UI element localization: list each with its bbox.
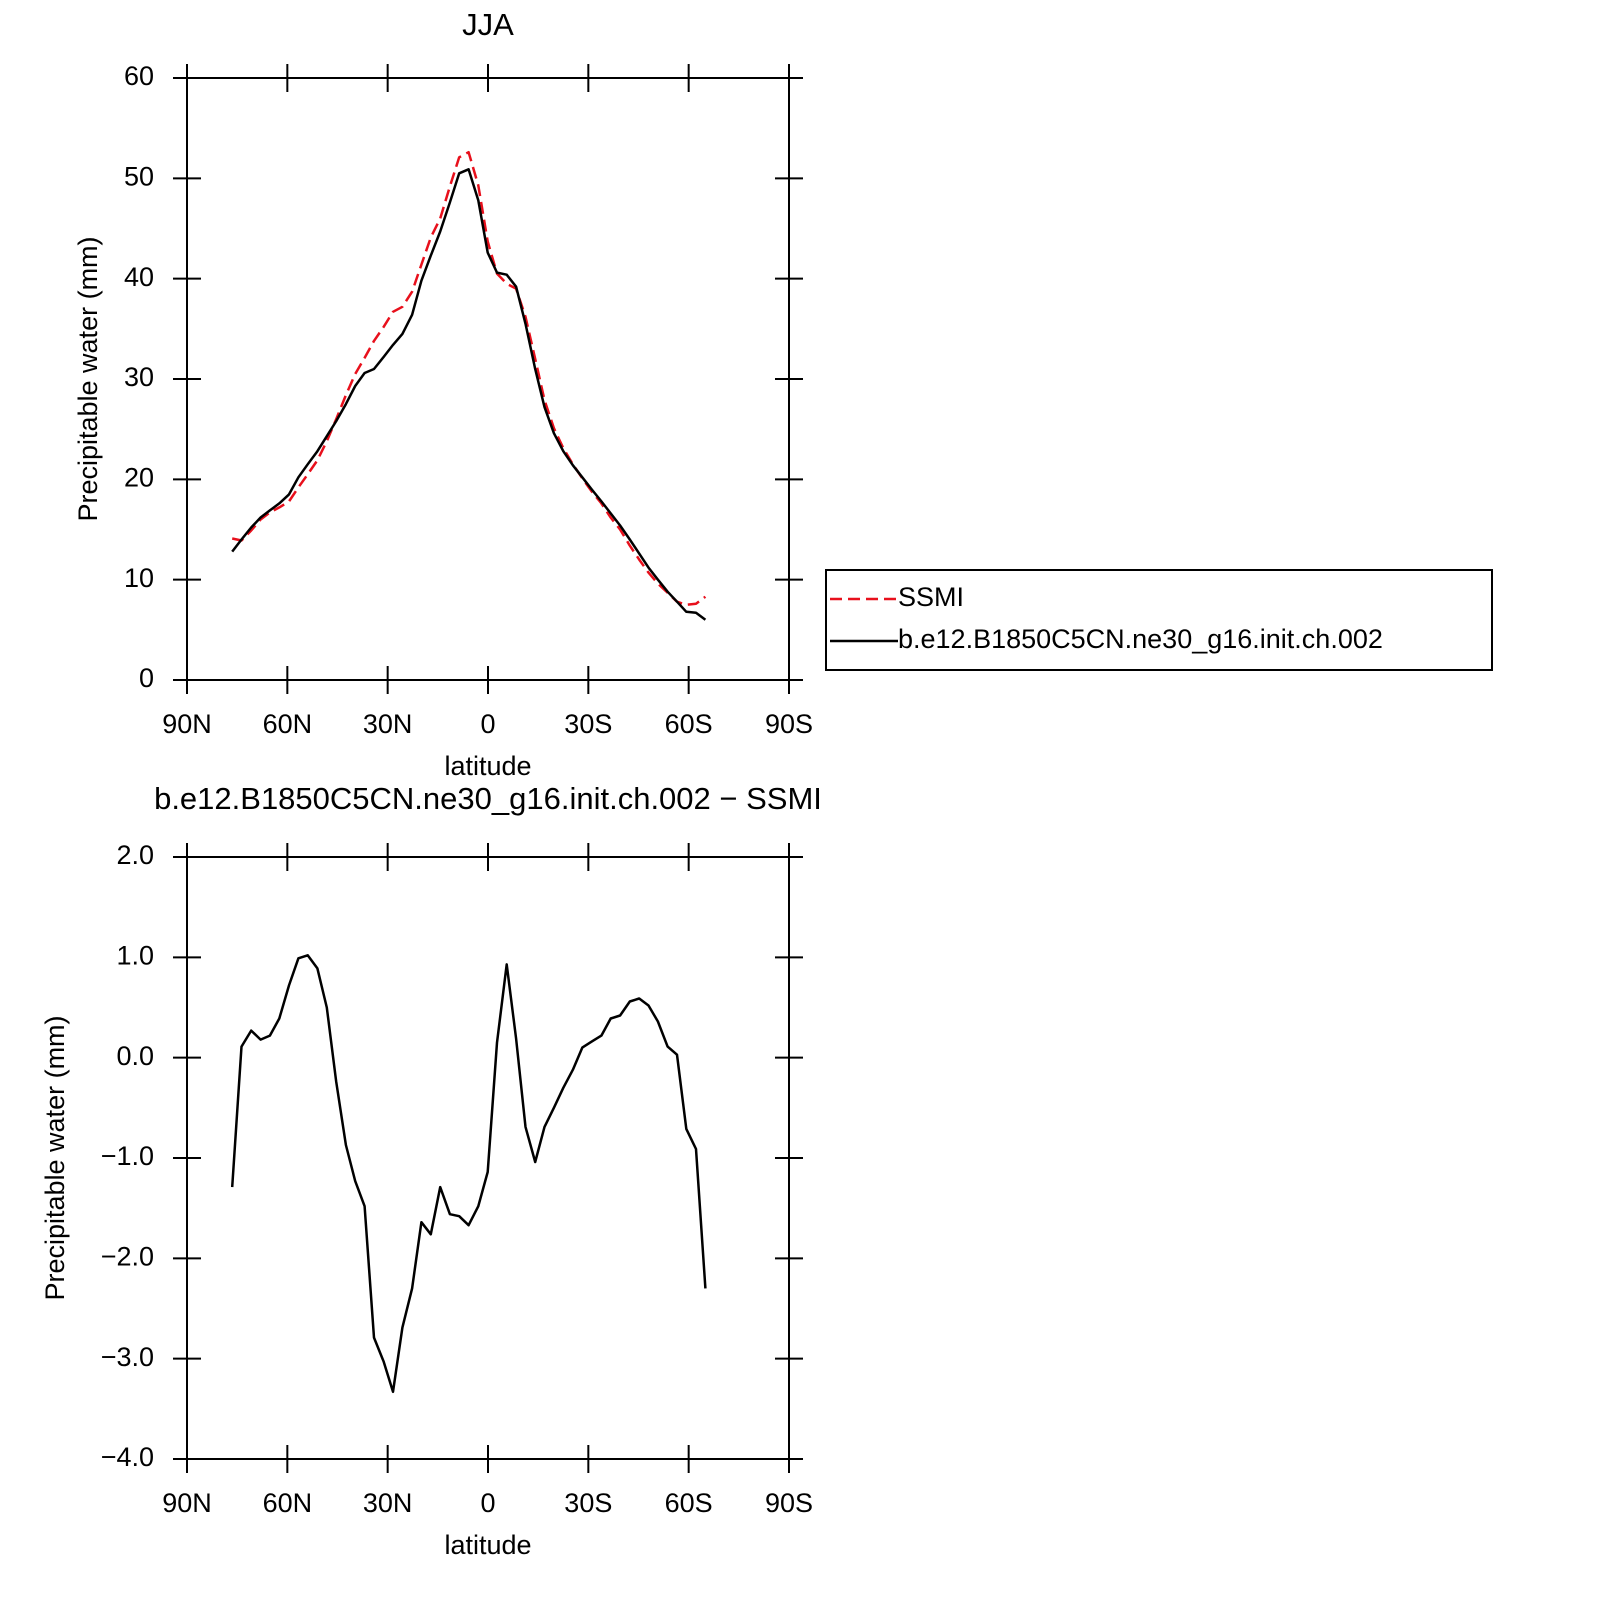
y-tick-label: 10 [124, 563, 154, 593]
x-tick-label: 60S [665, 709, 713, 739]
x-tick-label: 30S [564, 1488, 612, 1518]
y-tick-label: −1.0 [101, 1141, 154, 1171]
legend-frame [825, 569, 1493, 671]
x-axis-label: latitude [444, 751, 531, 781]
y-tick-label: 1.0 [116, 940, 154, 970]
y-tick-label: 40 [124, 262, 154, 292]
y-tick-label: 50 [124, 161, 154, 191]
data-line [231, 150, 707, 607]
x-tick-label: 60N [263, 709, 313, 739]
x-tick-label: 90S [765, 1488, 813, 1518]
x-tick-label: 60S [665, 1488, 713, 1518]
y-tick-label: −4.0 [101, 1442, 154, 1472]
x-tick-label: 90S [765, 709, 813, 739]
legend-label: SSMI [898, 582, 964, 612]
y-tick-label: 2.0 [116, 840, 154, 870]
x-tick-label: 60N [263, 1488, 313, 1518]
y-tick-label: 60 [124, 61, 154, 91]
plot: b.e12.B1850C5CN.ne30_g16.init.ch.002 − S… [40, 781, 822, 1560]
chart-title: b.e12.B1850C5CN.ne30_g16.init.ch.002 − S… [154, 781, 822, 816]
y-axis-label: Precipitable water (mm) [40, 1015, 70, 1300]
data-line [231, 168, 707, 621]
x-tick-label: 90N [162, 709, 212, 739]
x-tick-label: 90N [162, 1488, 212, 1518]
plot-frame [186, 77, 790, 681]
x-tick-label: 30N [363, 709, 413, 739]
y-tick-label: −2.0 [101, 1241, 154, 1271]
y-tick-label: 20 [124, 462, 154, 492]
x-tick-label: 30N [363, 1488, 413, 1518]
x-tick-label: 0 [480, 1488, 495, 1518]
x-axis-label: latitude [444, 1530, 531, 1560]
x-tick-label: 30S [564, 709, 612, 739]
chart-title: JJA [462, 7, 514, 42]
y-tick-label: 30 [124, 362, 154, 392]
y-tick-label: 0 [139, 663, 154, 693]
data-line [230, 954, 707, 1394]
plot: JJA latitude Precipitable water (mm) 0 10 20 3… [73, 7, 1493, 781]
y-tick-label: 0.0 [116, 1041, 154, 1071]
x-tick-label: 0 [480, 709, 495, 739]
y-axis-label: Precipitable water (mm) [73, 236, 103, 521]
y-tick-label: −3.0 [101, 1342, 154, 1372]
legend-label: b.e12.B1850C5CN.ne30_g16.init.ch.002 [898, 624, 1383, 654]
